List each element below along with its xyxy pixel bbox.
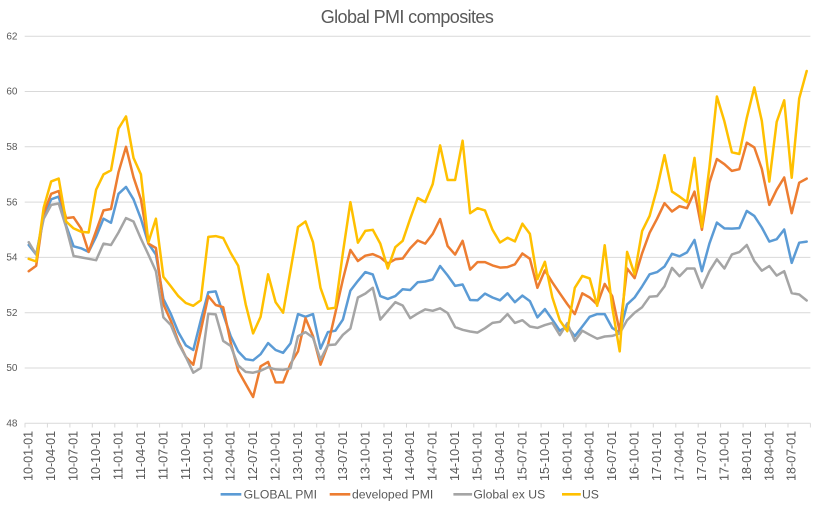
svg-text:15-07-01: 15-07-01 [515, 431, 529, 481]
svg-text:12-07-01: 12-07-01 [246, 431, 260, 481]
svg-text:18-04-01: 18-04-01 [762, 431, 776, 481]
svg-text:17-10-01: 17-10-01 [717, 431, 731, 481]
svg-text:10-04-01: 10-04-01 [44, 431, 58, 481]
svg-text:13-07-01: 13-07-01 [336, 431, 350, 481]
svg-text:16-10-01: 16-10-01 [628, 431, 642, 481]
svg-text:54: 54 [6, 253, 18, 264]
svg-text:60: 60 [6, 87, 18, 98]
svg-text:16-01-01: 16-01-01 [560, 431, 574, 481]
svg-text:Global ex US: Global ex US [473, 488, 545, 502]
svg-text:Global PMI composites: Global PMI composites [321, 7, 494, 27]
svg-text:17-07-01: 17-07-01 [695, 431, 709, 481]
svg-text:56: 56 [6, 197, 18, 208]
svg-text:50: 50 [6, 363, 18, 374]
svg-text:17-01-01: 17-01-01 [650, 431, 664, 481]
svg-text:13-01-01: 13-01-01 [291, 431, 305, 481]
svg-text:14-04-01: 14-04-01 [403, 431, 417, 481]
svg-text:15-04-01: 15-04-01 [493, 431, 507, 481]
svg-text:10-01-01: 10-01-01 [22, 431, 36, 481]
svg-text:12-01-01: 12-01-01 [201, 431, 215, 481]
svg-text:62: 62 [6, 31, 18, 42]
svg-text:48: 48 [6, 419, 18, 430]
svg-text:16-07-01: 16-07-01 [605, 431, 619, 481]
svg-text:11-04-01: 11-04-01 [134, 431, 148, 480]
svg-text:58: 58 [6, 142, 18, 153]
svg-text:11-10-01: 11-10-01 [179, 431, 193, 480]
svg-text:13-10-01: 13-10-01 [358, 431, 372, 481]
svg-text:US: US [582, 488, 599, 502]
svg-text:52: 52 [6, 308, 18, 319]
svg-text:GLOBAL PMI: GLOBAL PMI [244, 488, 317, 502]
svg-text:14-07-01: 14-07-01 [426, 431, 440, 481]
svg-text:10-07-01: 10-07-01 [67, 431, 81, 481]
svg-text:18-07-01: 18-07-01 [785, 431, 799, 481]
svg-text:10-10-01: 10-10-01 [89, 431, 103, 481]
svg-text:17-04-01: 17-04-01 [673, 431, 687, 481]
svg-text:12-04-01: 12-04-01 [224, 431, 238, 481]
svg-text:12-10-01: 12-10-01 [269, 431, 283, 481]
svg-text:13-04-01: 13-04-01 [314, 431, 328, 481]
svg-text:developed PMI: developed PMI [352, 488, 433, 502]
svg-text:16-04-01: 16-04-01 [583, 431, 597, 481]
svg-text:11-01-01: 11-01-01 [112, 431, 126, 480]
svg-text:15-01-01: 15-01-01 [471, 431, 485, 481]
svg-text:14-10-01: 14-10-01 [448, 431, 462, 481]
svg-text:11-07-01: 11-07-01 [156, 431, 170, 480]
svg-text:15-10-01: 15-10-01 [538, 431, 552, 481]
svg-text:14-01-01: 14-01-01 [381, 431, 395, 481]
svg-text:18-01-01: 18-01-01 [740, 431, 754, 481]
